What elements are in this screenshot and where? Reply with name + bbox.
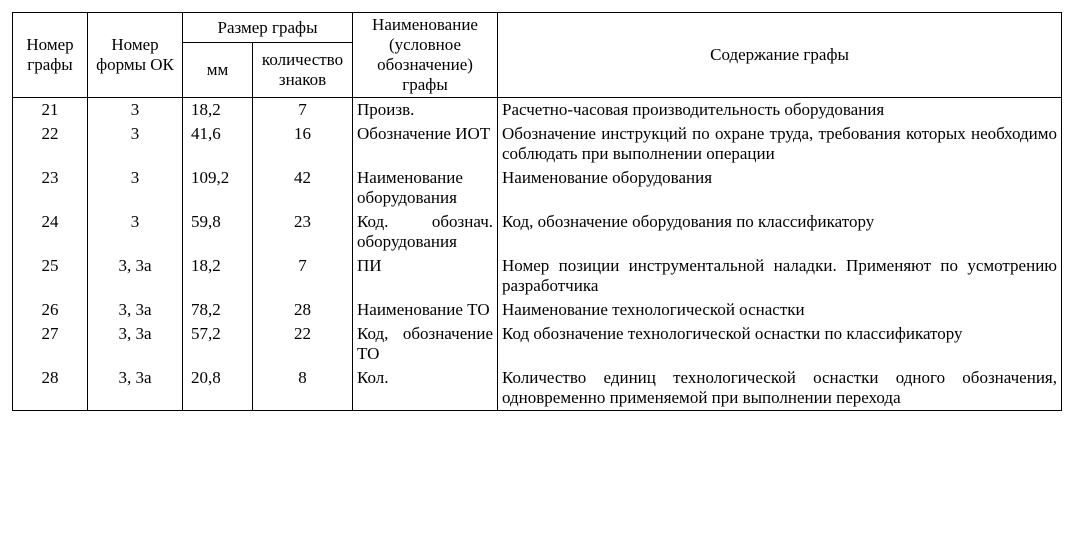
cell-form: 3 xyxy=(88,122,183,166)
cell-num: 25 xyxy=(13,254,88,298)
header-col-name: Наименование (условное обозначение) граф… xyxy=(353,13,498,98)
cell-content: Расчетно-часовая производительность обор… xyxy=(498,98,1062,123)
header-col-chars: количество знаков xyxy=(253,43,353,98)
cell-content: Код, обозначение оборудования по классиф… xyxy=(498,210,1062,254)
cell-mm: 57,2 xyxy=(183,322,253,366)
table-row: 21318,27Произв.Расчетно-часовая производ… xyxy=(13,98,1062,123)
cell-name: Кол. xyxy=(353,366,498,411)
cell-content: Наименование технологической оснастки xyxy=(498,298,1062,322)
cell-name: Произв. xyxy=(353,98,498,123)
header-col-form: Номер формы ОК xyxy=(88,13,183,98)
cell-content: Количество единиц технологической оснаст… xyxy=(498,366,1062,411)
cell-mm: 41,6 xyxy=(183,122,253,166)
cell-form: 3, 3а xyxy=(88,366,183,411)
spec-table: Номер графы Номер формы ОК Размер графы … xyxy=(12,12,1062,411)
cell-num: 26 xyxy=(13,298,88,322)
cell-num: 22 xyxy=(13,122,88,166)
table-row: 263, 3а78,228Наименование ТОНаименование… xyxy=(13,298,1062,322)
cell-mm: 18,2 xyxy=(183,98,253,123)
table-row: 253, 3а18,27ПИНомер позиции инструментал… xyxy=(13,254,1062,298)
cell-form: 3, 3а xyxy=(88,322,183,366)
header-col-content: Содержание графы xyxy=(498,13,1062,98)
cell-name: Обозначение ИОТ xyxy=(353,122,498,166)
cell-mm: 59,8 xyxy=(183,210,253,254)
cell-num: 28 xyxy=(13,366,88,411)
cell-content: Номер позиции инструментальной наладки. … xyxy=(498,254,1062,298)
table-row: 283, 3а20,88Кол.Количество единиц технол… xyxy=(13,366,1062,411)
cell-form: 3 xyxy=(88,210,183,254)
cell-form: 3, 3а xyxy=(88,298,183,322)
cell-name: Наименование оборудования xyxy=(353,166,498,210)
cell-name: Наименование ТО xyxy=(353,298,498,322)
header-col-num: Номер графы xyxy=(13,13,88,98)
cell-mm: 20,8 xyxy=(183,366,253,411)
cell-chars: 8 xyxy=(253,366,353,411)
cell-num: 23 xyxy=(13,166,88,210)
cell-form: 3 xyxy=(88,166,183,210)
cell-mm: 18,2 xyxy=(183,254,253,298)
cell-form: 3 xyxy=(88,98,183,123)
header-col-size: Размер графы xyxy=(183,13,353,43)
cell-num: 24 xyxy=(13,210,88,254)
cell-content: Обозначение инструкций по охране труда, … xyxy=(498,122,1062,166)
table-body: 21318,27Произв.Расчетно-часовая производ… xyxy=(13,98,1062,411)
header-col-mm: мм xyxy=(183,43,253,98)
cell-name: ПИ xyxy=(353,254,498,298)
cell-content: Наименование оборудования xyxy=(498,166,1062,210)
cell-chars: 28 xyxy=(253,298,353,322)
cell-mm: 78,2 xyxy=(183,298,253,322)
cell-name: Код. обознач. оборудования xyxy=(353,210,498,254)
cell-chars: 22 xyxy=(253,322,353,366)
cell-num: 27 xyxy=(13,322,88,366)
cell-name: Код, обозначение ТО xyxy=(353,322,498,366)
table-row: 24359,823Код. обознач. оборудованияКод, … xyxy=(13,210,1062,254)
cell-num: 21 xyxy=(13,98,88,123)
cell-chars: 16 xyxy=(253,122,353,166)
table-row: 233109,242Наименование оборудованияНаиме… xyxy=(13,166,1062,210)
cell-chars: 23 xyxy=(253,210,353,254)
table-row: 273, 3а57,222Код, обозначение ТОКод обоз… xyxy=(13,322,1062,366)
cell-chars: 42 xyxy=(253,166,353,210)
cell-chars: 7 xyxy=(253,254,353,298)
cell-form: 3, 3а xyxy=(88,254,183,298)
cell-chars: 7 xyxy=(253,98,353,123)
table-row: 22341,616Обозначение ИОТОбозначение инст… xyxy=(13,122,1062,166)
cell-content: Код обозначение технологической оснастки… xyxy=(498,322,1062,366)
cell-mm: 109,2 xyxy=(183,166,253,210)
